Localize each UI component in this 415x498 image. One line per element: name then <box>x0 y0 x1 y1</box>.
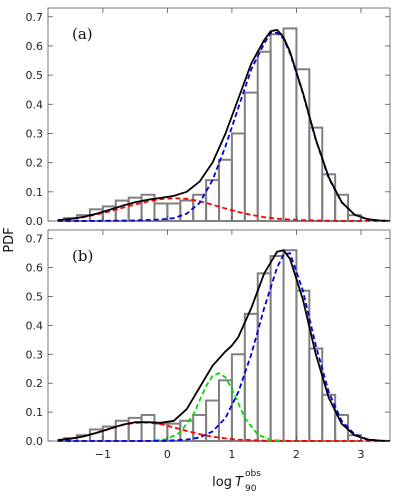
y-tick-label: 0.1 <box>26 406 44 419</box>
y-tick-label: 0.7 <box>26 233 44 246</box>
x-tick-label: −1 <box>95 448 111 461</box>
x-axis-title-superscript: obs <box>245 469 261 479</box>
y-tick-label: 0.6 <box>26 40 44 53</box>
x-tick-label: 3 <box>357 448 364 461</box>
blue-component-curve <box>57 31 391 222</box>
x-tick-label: 2 <box>293 448 300 461</box>
histogram-bar <box>192 413 208 442</box>
histogram-bar <box>256 50 272 223</box>
panel-a: 0.0 0.1 0.2 0.3 0.4 0.5 0.6 0.7 (a) <box>26 7 391 228</box>
green-component-curve <box>154 372 284 442</box>
y-tick-label: 0.5 <box>26 69 44 82</box>
y-tick-label: 0.5 <box>26 290 44 303</box>
histogram-bar <box>243 91 259 222</box>
red-component-curve <box>57 197 390 222</box>
y-tick-label: 0.0 <box>26 435 44 448</box>
histogram-bar <box>192 193 208 223</box>
y-tick-label: 0.4 <box>26 98 44 111</box>
histogram-bar <box>334 413 350 442</box>
x-axis-title-main: log <box>212 475 232 490</box>
y-tick-label: 0.2 <box>26 377 44 390</box>
histogram-bar <box>218 379 233 442</box>
y-tick-label: 0.2 <box>26 157 44 170</box>
total-fit-curve <box>57 29 391 222</box>
panel-label: (b) <box>72 247 93 265</box>
histogram-bar <box>179 199 195 223</box>
y-tick-label: 0.3 <box>26 348 44 361</box>
x-tick-label: 0 <box>164 448 171 461</box>
x-tick-label: 1 <box>228 448 235 461</box>
panel-b: 0.0 0.1 0.2 0.3 0.4 0.5 0.6 0.7 −1 0 1 2 3 (b) <box>26 229 391 461</box>
histogram-bar <box>269 255 285 442</box>
histogram-bar <box>321 393 337 442</box>
histogram-bar <box>114 199 130 223</box>
histogram-bar <box>218 158 233 222</box>
histogram-bar <box>205 179 221 222</box>
histogram-bar <box>308 347 324 442</box>
y-tick-label: 0.0 <box>26 215 44 228</box>
histogram-bar <box>282 249 298 442</box>
y-axis-title: PDF <box>2 227 17 252</box>
histogram-bar <box>334 193 350 223</box>
panel-label: (a) <box>72 25 93 43</box>
histogram-bar <box>321 173 337 222</box>
histogram-bar <box>256 272 272 442</box>
y-tick-label: 0.6 <box>26 262 44 275</box>
histogram-bar <box>230 353 246 442</box>
blue-component-curve <box>57 252 391 442</box>
histogram-bar <box>282 27 298 223</box>
y-tick-label: 0.4 <box>26 319 44 332</box>
x-axis-title-var: T <box>235 475 244 490</box>
histogram-bar <box>230 132 246 223</box>
y-tick-label: 0.7 <box>26 11 44 24</box>
x-axis-title-subscript: 90 <box>245 484 257 494</box>
histogram-bar <box>269 33 285 223</box>
histogram-bar <box>140 413 156 442</box>
y-tick-label: 0.1 <box>26 186 44 199</box>
total-fit-curve <box>57 249 391 442</box>
histogram-bar <box>243 312 259 443</box>
red-component-curve <box>57 421 390 442</box>
y-tick-label: 0.3 <box>26 127 44 140</box>
